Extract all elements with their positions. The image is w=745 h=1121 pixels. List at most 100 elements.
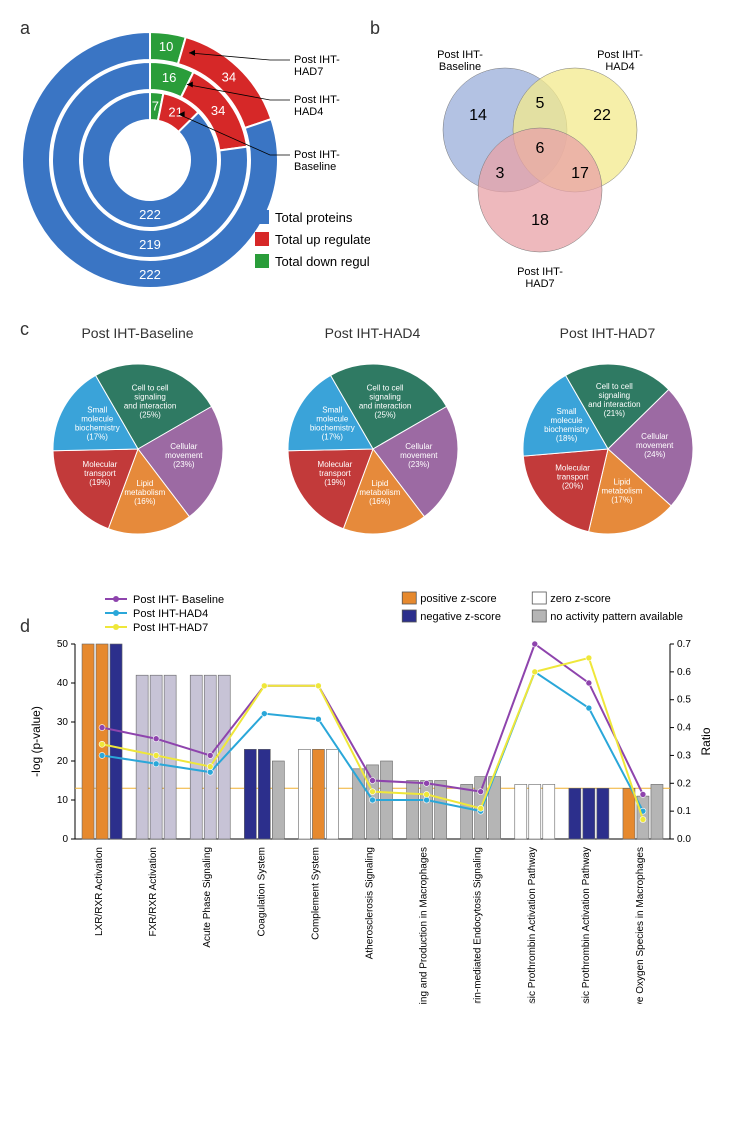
svg-text:zero z-score: zero z-score (550, 593, 611, 605)
svg-text:Post IHT-: Post IHT- (294, 54, 340, 66)
svg-text:(23%): (23%) (408, 460, 430, 469)
panel-c-pies: Post IHT-BaselineCell to cellsignalingan… (20, 325, 725, 554)
svg-text:Baseline: Baseline (294, 161, 336, 173)
svg-text:metabolism: metabolism (601, 487, 642, 496)
svg-text:Ratio: Ratio (699, 727, 713, 755)
svg-text:17: 17 (571, 165, 589, 182)
svg-text:6: 6 (536, 140, 545, 157)
svg-text:(19%): (19%) (89, 478, 111, 487)
svg-text:HAD4: HAD4 (294, 106, 323, 118)
svg-text:21: 21 (168, 104, 182, 119)
svg-text:Molecular: Molecular (82, 460, 117, 469)
svg-text:(21%): (21%) (603, 409, 625, 418)
svg-text:Post IHT-: Post IHT- (517, 266, 563, 278)
svg-text:molecule: molecule (316, 415, 349, 424)
svg-text:molecule: molecule (550, 416, 583, 425)
svg-text:(17%): (17%) (321, 433, 343, 442)
svg-text:(17%): (17%) (611, 496, 633, 505)
svg-text:Post IHT-: Post IHT- (437, 49, 483, 61)
svg-text:222: 222 (139, 267, 161, 282)
svg-text:movement: movement (165, 451, 203, 460)
svg-text:10: 10 (57, 795, 69, 806)
svg-text:3: 3 (496, 165, 505, 182)
svg-text:(16%): (16%) (134, 497, 156, 506)
svg-text:0.4: 0.4 (677, 723, 691, 734)
svg-text:Post IHT-: Post IHT- (597, 49, 643, 61)
svg-text:negative z-score: negative z-score (420, 611, 501, 623)
svg-text:Cellular: Cellular (641, 432, 668, 441)
svg-text:movement: movement (400, 451, 438, 460)
svg-text:0.5: 0.5 (677, 695, 691, 706)
svg-text:Cell to cell: Cell to cell (366, 383, 403, 392)
svg-text:50: 50 (57, 639, 69, 650)
svg-text:Total proteins: Total proteins (275, 210, 353, 225)
svg-text:(25%): (25%) (374, 410, 396, 419)
svg-text:transport: transport (319, 469, 351, 478)
svg-text:(25%): (25%) (139, 410, 161, 419)
pie-chart: Post IHT-HAD4Cell to cellsignalingand in… (273, 325, 473, 554)
svg-text:7: 7 (152, 98, 159, 113)
svg-text:Atherosclerosis Signaling: Atherosclerosis Signaling (365, 847, 376, 959)
svg-text:(18%): (18%) (555, 434, 577, 443)
svg-text:(20%): (20%) (561, 482, 583, 491)
panel-a-label: a (20, 18, 30, 39)
svg-text:Lipid: Lipid (613, 478, 630, 487)
svg-text:Molecular: Molecular (317, 460, 352, 469)
svg-text:5: 5 (536, 95, 545, 112)
svg-text:0.7: 0.7 (677, 639, 691, 650)
svg-text:(17%): (17%) (86, 433, 108, 442)
svg-text:(16%): (16%) (369, 497, 391, 506)
panel-c-label: c (20, 319, 29, 340)
svg-text:and interaction: and interaction (358, 401, 410, 410)
panel-a-donut: 10342221634219721222Post IHT-HAD7Post IH… (20, 20, 370, 310)
svg-text:Post IHT- Baseline: Post IHT- Baseline (133, 594, 224, 606)
svg-text:signaling: signaling (134, 392, 166, 401)
svg-text:Small: Small (87, 406, 107, 415)
svg-text:222: 222 (139, 207, 161, 222)
pie-chart: Post IHT-HAD7Cell to cellsignalingand in… (508, 325, 708, 554)
svg-text:219: 219 (139, 237, 161, 252)
pie-chart: Post IHT-BaselineCell to cellsignalingan… (38, 325, 238, 554)
svg-text:0.1: 0.1 (677, 806, 691, 817)
svg-text:Intrinsic Prothrombin Activati: Intrinsic Prothrombin Activation Pathway (581, 847, 592, 1004)
svg-text:-log (p-value): -log (p-value) (29, 706, 43, 777)
svg-text:Production of Nitric Oxide and: Production of Nitric Oxide and Reactive … (635, 847, 646, 1004)
svg-text:18: 18 (531, 212, 549, 229)
svg-text:0.2: 0.2 (677, 778, 691, 789)
svg-text:metabolism: metabolism (359, 488, 400, 497)
svg-text:10: 10 (159, 39, 173, 54)
svg-text:Post IHT-HAD4: Post IHT-HAD4 (133, 608, 208, 620)
svg-text:0.6: 0.6 (677, 667, 691, 678)
svg-text:Baseline: Baseline (439, 61, 481, 73)
panel-d-label: d (20, 616, 30, 637)
svg-text:Total up regulated: Total up regulated (275, 232, 370, 247)
svg-text:Cell to cell: Cell to cell (595, 382, 632, 391)
svg-text:0: 0 (62, 834, 68, 845)
svg-text:Small: Small (322, 406, 342, 415)
svg-text:Lipid: Lipid (136, 479, 153, 488)
svg-text:metabolism: metabolism (124, 488, 165, 497)
svg-text:Complement System: Complement System (310, 847, 321, 940)
svg-text:Clathrin-mediated Endocytosis: Clathrin-mediated Endocytosis Signaling (473, 847, 484, 1004)
svg-text:Acute Phase Signaling: Acute Phase Signaling (202, 847, 213, 948)
svg-text:20: 20 (57, 756, 69, 767)
svg-text:(23%): (23%) (173, 460, 195, 469)
svg-text:Lipid: Lipid (371, 479, 388, 488)
svg-text:molecule: molecule (81, 415, 114, 424)
svg-text:HAD7: HAD7 (525, 278, 554, 290)
panel-d-chart: Post IHT- BaselinePost IHT-HAD4Post IHT-… (20, 584, 725, 1004)
svg-text:14: 14 (469, 107, 487, 124)
panel-b-venn: 14221853176Post IHT-BaselinePost IHT-HAD… (370, 20, 700, 310)
svg-text:IL-12 Signaling and Production: IL-12 Signaling and Production in Macrop… (419, 847, 430, 1004)
panel-b-label: b (370, 18, 380, 39)
svg-text:30: 30 (57, 717, 69, 728)
svg-text:40: 40 (57, 678, 69, 689)
svg-text:Coagulation System: Coagulation System (256, 847, 267, 937)
svg-text:FXR/RXR Activation: FXR/RXR Activation (148, 847, 159, 936)
svg-text:Total down regulated: Total down regulated (275, 254, 370, 269)
svg-text:Molecular: Molecular (555, 464, 590, 473)
svg-text:Extrinsic Prothrombin Activati: Extrinsic Prothrombin Activation Pathway (527, 847, 538, 1004)
svg-text:0.3: 0.3 (677, 750, 691, 761)
svg-text:(19%): (19%) (324, 478, 346, 487)
svg-text:Post IHT-: Post IHT- (294, 149, 340, 161)
